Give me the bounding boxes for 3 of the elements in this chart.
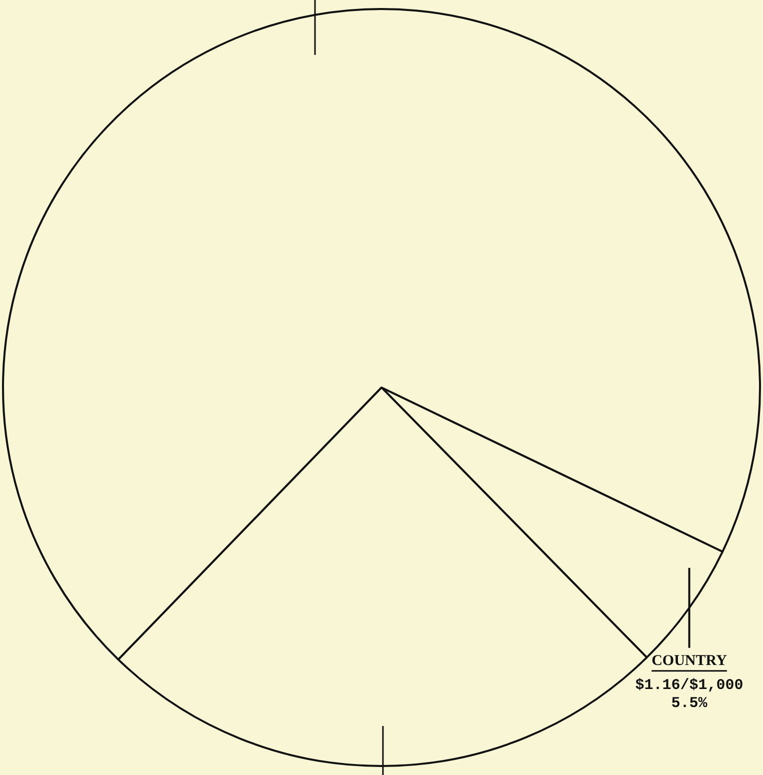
text: $1.16/$1,000: [635, 677, 744, 694]
data-label: 5.5%: [671, 695, 708, 712]
slice-label: COUNTRY: [652, 653, 728, 670]
